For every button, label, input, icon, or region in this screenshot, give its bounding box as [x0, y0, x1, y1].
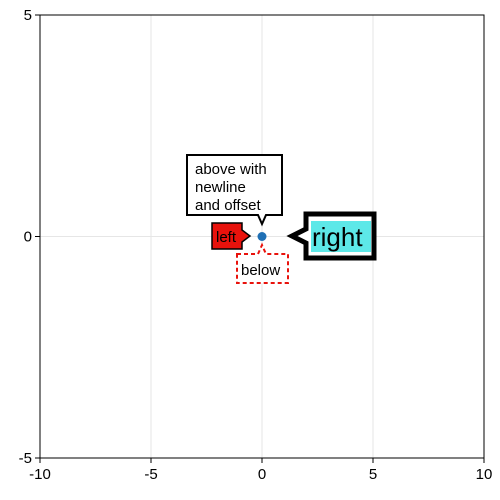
y-tick-label: -5 [19, 450, 32, 467]
x-tick-label: -5 [144, 466, 157, 483]
annotation-below-box [236, 242, 289, 284]
annotation-right-text: right [312, 222, 363, 252]
x-tick-label: 5 [369, 466, 377, 483]
y-tick-label: 5 [24, 7, 32, 24]
y-tick-label: 0 [24, 229, 32, 246]
annotation-left-box [211, 222, 252, 250]
annotation-above: above with newline and offset [186, 154, 283, 227]
annotation-below: below [236, 242, 289, 284]
annotation-above-line-2: newline [195, 179, 246, 196]
data-points [257, 232, 267, 241]
x-tick-label: 10 [476, 466, 493, 483]
annotation-right: right [286, 211, 377, 261]
annotation-left: left [211, 222, 252, 250]
x-tick-label: 0 [258, 466, 266, 483]
annotation-above-line-3: and offset [195, 197, 261, 214]
annotation-above-box [186, 154, 283, 227]
tick-labels: -10 -5 0 5 10-505 [19, 7, 493, 483]
annotation-below-text: below [241, 262, 280, 279]
x-tick-label: -10 [29, 466, 51, 483]
axis-ticks [35, 14, 485, 463]
annotation-above-line-1: above with [195, 161, 267, 178]
annotation-right-highlight [311, 221, 371, 252]
data-point [257, 232, 267, 241]
annotation-left-text: left [216, 229, 237, 246]
